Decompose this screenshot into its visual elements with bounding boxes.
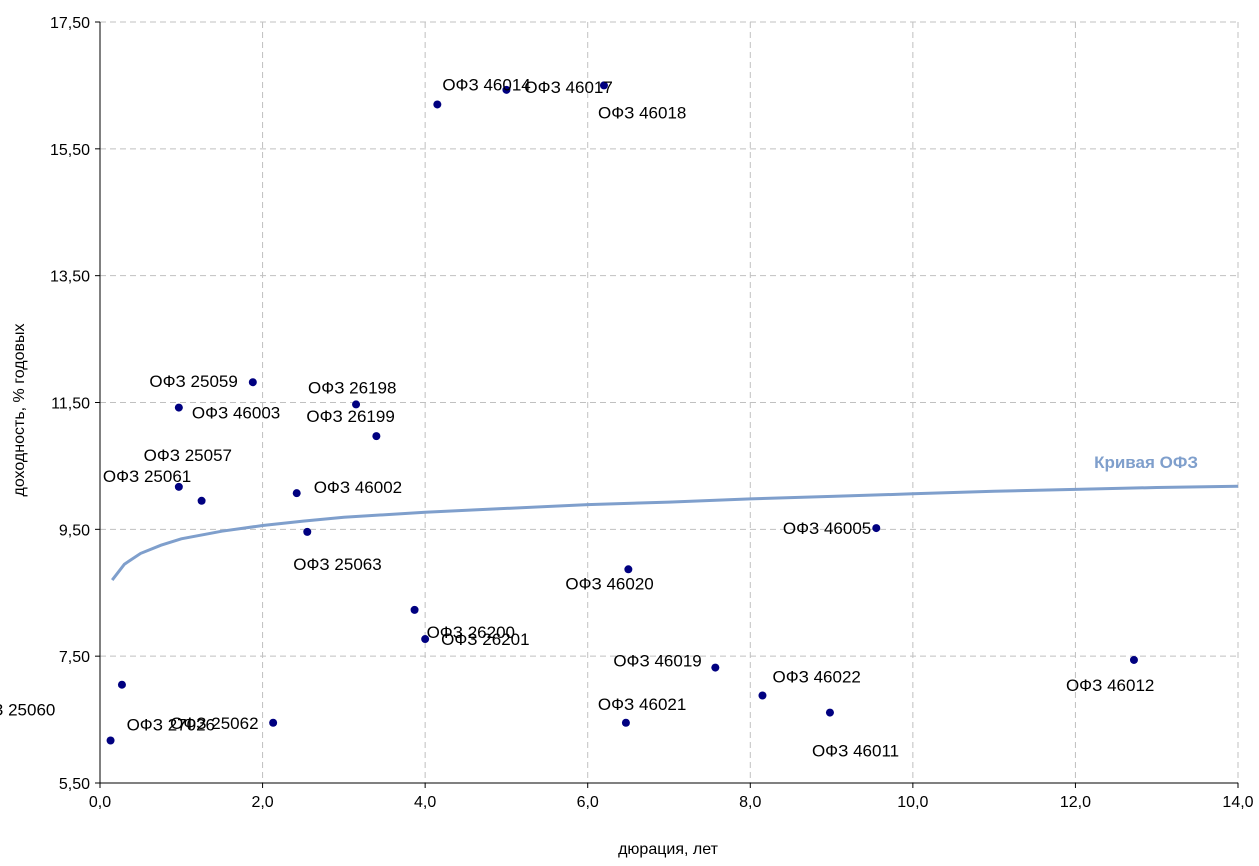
data-point	[117, 680, 126, 689]
y-tick-label: 5,50	[59, 776, 90, 793]
data-label: ОФЗ 46002	[314, 478, 402, 497]
data-point	[711, 663, 720, 672]
data-point	[624, 565, 633, 574]
x-tick-label: 12,0	[1060, 794, 1091, 811]
data-label: ОФЗ 46017	[524, 78, 612, 97]
axes: 0,0 2,0 4,0 6,0 8,0 10,0 12,0 14,0 5,50 7,50 9,50 1…	[50, 15, 1254, 811]
curve-label: Кривая ОФЗ	[1094, 453, 1198, 472]
data-label: ОФЗ 46021	[598, 695, 686, 714]
data-point	[352, 400, 361, 409]
data-point	[292, 489, 301, 498]
data-label: ОФЗ 27026	[127, 716, 215, 735]
data-point	[872, 524, 881, 533]
data-point	[621, 718, 630, 727]
data-point	[502, 85, 511, 94]
data-point	[825, 708, 834, 717]
x-tick-label: 0,0	[89, 794, 111, 811]
data-point	[303, 527, 312, 536]
data-point	[106, 736, 115, 745]
data-label: ОФЗ 25061	[103, 467, 191, 486]
data-label: ОФЗ 46019	[613, 652, 701, 671]
data-label: ОФЗ 26199	[306, 407, 394, 426]
data-point	[599, 81, 608, 90]
data-label: ОФЗ 25060	[0, 701, 55, 720]
data-point	[421, 635, 430, 644]
data-label: ОФЗ 46018	[598, 103, 686, 122]
data-label: ОФЗ 26200	[427, 623, 515, 642]
data-point	[269, 718, 278, 727]
y-tick-label: 15,50	[50, 142, 90, 159]
data-point	[248, 378, 257, 387]
x-tick-label: 10,0	[897, 794, 928, 811]
data-point	[372, 432, 381, 441]
x-tick-label: 4,0	[414, 794, 436, 811]
data-label: ОФЗ 26198	[308, 378, 396, 397]
data-point	[174, 482, 183, 491]
grid	[100, 21, 1239, 783]
data-label: ОФЗ 46020	[565, 574, 653, 593]
data-point	[174, 403, 183, 412]
data-label: ОФЗ 46012	[1066, 676, 1154, 695]
data-label: ОФЗ 46005	[783, 519, 871, 538]
data-label: ОФЗ 46022	[772, 667, 860, 686]
data-point	[410, 605, 419, 614]
y-tick-label: 17,50	[50, 15, 90, 32]
y-tick-label: 9,50	[59, 522, 90, 539]
data-point	[433, 100, 442, 109]
data-label: ОФЗ 25057	[144, 446, 232, 465]
data-point	[197, 496, 206, 505]
x-tick-label: 8,0	[739, 794, 761, 811]
data-label: ОФЗ 25063	[293, 555, 381, 574]
x-axis-label: дюрация, лет	[618, 841, 718, 858]
data-point	[758, 691, 767, 700]
data-label: ОФЗ 25062	[170, 714, 258, 733]
y-axis-label: доходность, % годовых	[11, 323, 28, 497]
points	[106, 81, 1138, 745]
y-tick-label: 11,50	[51, 396, 90, 413]
data-label: ОФЗ 25059	[149, 372, 237, 391]
curve: Кривая ОФЗ	[111, 453, 1239, 582]
data-point	[1129, 655, 1138, 664]
x-tick-label: 6,0	[577, 794, 599, 811]
x-tick-label: 2,0	[251, 794, 273, 811]
y-tick-label: 7,50	[59, 649, 90, 666]
data-label: ОФЗ 46003	[192, 404, 280, 423]
x-tick-label: 14,0	[1222, 794, 1253, 811]
data-label: ОФЗ 46011	[812, 742, 899, 761]
data-label: ОФЗ 26201	[441, 630, 529, 649]
y-tick-label: 13,50	[50, 269, 90, 286]
curve-line	[111, 484, 1239, 582]
data-label: ОФЗ 46014	[442, 75, 530, 94]
